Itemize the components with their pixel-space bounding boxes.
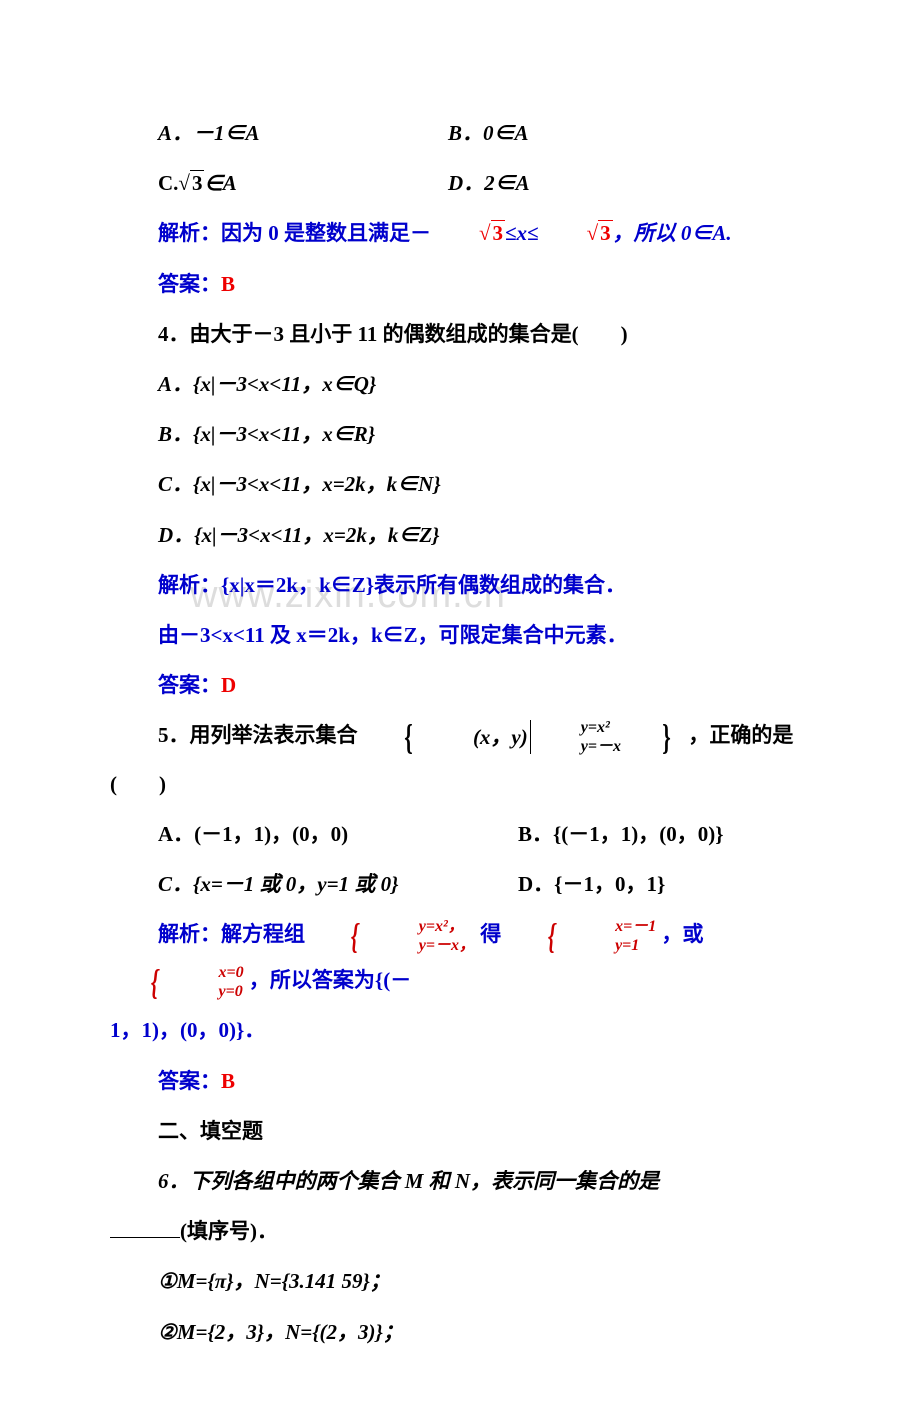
q6-stem-line2: (填序号)． (110, 1208, 810, 1254)
sqrt-icon: 3 (178, 160, 204, 206)
q5-sol2-stack: x=0 y=0 (171, 963, 244, 1001)
q5-opt-b: B．{(－1，1)，(0，0)} (518, 822, 724, 846)
q5-ans-val: B (221, 1069, 235, 1093)
sqrt-icon: 3 (539, 210, 613, 256)
q5-sol2-brace: { x=0 y=0 (110, 963, 244, 1001)
q5-expl-mid1: 得 (480, 922, 501, 946)
q5-answer: 答案：B (110, 1058, 810, 1104)
brace-left-icon: { (519, 920, 555, 952)
q4-stem: 4．由大于－3 且小于 11 的偶数组成的集合是( ) (110, 311, 810, 357)
q5-sys-brace: { y=x²， y=－x， (310, 917, 475, 955)
q5-stem: 5．用列举法表示集合 { (x，y) y=x² y=－x } ，正确的是( ) (110, 712, 810, 806)
q3-opt-c-suffix: ∈A (204, 171, 236, 195)
q5-set-xy: (x，y) (425, 714, 528, 760)
vertical-bar-icon (530, 720, 531, 754)
q5-opt-a: A．(－1，1)，(0，0) (158, 822, 348, 846)
q3-ans-val: B (221, 272, 235, 296)
q5-sys-bot: y=－x， (371, 936, 475, 955)
q3-options-row1: A．－1∈A B．0∈A (110, 110, 810, 156)
q6-stem-line1: 6．下列各组中的两个集合 M 和 N，表示同一集合的是 (110, 1158, 810, 1204)
q5-cond-top: y=x² (533, 718, 621, 737)
q5-opt-c: C．{x=－1 或 0，y=1 或 0} (158, 872, 398, 896)
q3-opt-c-prefix: C. (158, 171, 178, 195)
q5-sol1-top: x=－1 (567, 917, 656, 936)
q3-expl-sqrt1: 3 (491, 220, 506, 245)
q5-explanation-2: 1，1)，(0，0)}． (110, 1007, 810, 1053)
q4-opt-c: C．{x|－3<x<11，x=2k，k∈N} (110, 461, 810, 507)
q4-expl2: 由－3<x<11 及 x＝2k，k∈Z，可限定集合中元素． (158, 623, 628, 647)
q5-options-row1: A．(－1，1)，(0，0) B．{(－1，1)，(0，0)} (110, 811, 810, 857)
q4-answer: 答案：D (110, 662, 810, 708)
q3-opt-b: B．0∈A (448, 121, 529, 145)
q5-options-row2: C．{x=－1 或 0，y=1 或 0} D．{－1，0，1} (110, 861, 810, 907)
q5-sol1-bot: y=1 (567, 936, 656, 955)
brace-left-icon: { (322, 920, 358, 952)
q4-ans-val: D (221, 673, 236, 697)
q6-item-2: ②M={2，3}，N={(2，3)}； (110, 1309, 810, 1355)
q3-options-row2: C. 3∈A D．2∈A (110, 160, 810, 206)
q5-sys-top: y=x²， (371, 917, 475, 936)
q5-stem-pre: 5．用列举法表示集合 (158, 723, 358, 747)
section-2-title: 二、填空题 (110, 1108, 810, 1154)
q4-opt-d: D．{x|－3<x<11，x=2k，k∈Z} (110, 512, 810, 558)
q3-opt-c-sqrt: 3 (190, 170, 205, 195)
q3-answer: 答案：B (110, 261, 810, 307)
brace-left-icon: { (122, 966, 158, 998)
q4-ans-label: 答案： (158, 673, 221, 697)
q4-explanation-2: 由－3<x<11 及 x＝2k，k∈Z，可限定集合中元素． (110, 612, 810, 658)
q5-sol1-stack: x=－1 y=1 (567, 917, 656, 955)
q5-ans-label: 答案： (158, 1069, 221, 1093)
q3-expl-mid: ≤x≤ (505, 221, 539, 245)
document-body: A．－1∈A B．0∈A C.3∈A D．2∈A 解析：因为 0 是整数且满足－… (110, 110, 810, 1355)
q5-expl-pre: 解析：解方程组 (158, 922, 305, 946)
fill-blank (110, 1217, 180, 1238)
q5-expl-post: ，所以答案为{(－ (249, 968, 411, 992)
q5-sys-stack: y=x²， y=－x， (371, 917, 475, 955)
brace-left-icon: { (375, 721, 412, 753)
q4-explanation-1: 解析：{x|x＝2k，k∈Z}表示所有偶数组成的集合． (110, 562, 810, 608)
q3-expl-prefix: 解析：因为 0 是整数且满足－ (158, 221, 431, 245)
q5-expl-mid2: ，或 (661, 922, 703, 946)
q4-opt-a: A．{x|－3<x<11，x∈Q} (110, 361, 810, 407)
q6-stem-post: (填序号)． (180, 1219, 278, 1243)
q4-expl1: 解析：{x|x＝2k，k∈Z}表示所有偶数组成的集合． (158, 573, 626, 597)
brace-right-icon: } (633, 721, 670, 753)
q4-opt-b: B．{x|－3<x<11，x∈R} (110, 411, 810, 457)
q5-explanation-1: 解析：解方程组 { y=x²， y=－x， 得 { x=－1 y=1 ，或 { … (110, 911, 810, 1003)
q3-ans-label: 答案： (158, 272, 221, 296)
q3-opt-d: D．2∈A (448, 171, 530, 195)
q5-cond-stack: y=x² y=－x (533, 718, 621, 756)
q3-explanation: 解析：因为 0 是整数且满足－3≤x≤3，所以 0∈A. (110, 210, 810, 256)
q5-opt-d: D．{－1，0，1} (518, 872, 665, 896)
q5-sol1-brace: { x=－1 y=1 (507, 917, 657, 955)
q5-set-brace: { (x，y) y=x² y=－x } (363, 714, 683, 760)
sqrt-icon: 3 (431, 210, 505, 256)
q5-sol2-top: x=0 (171, 963, 244, 982)
q5-expl-line2: 1，1)，(0，0)}． (110, 1018, 265, 1042)
q3-opt-a: A．－1∈A (158, 121, 260, 145)
q5-sol2-bot: y=0 (171, 982, 244, 1001)
q3-expl-sqrt2: 3 (598, 220, 613, 245)
q5-cond-bot: y=－x (533, 737, 621, 756)
q3-expl-suffix: ，所以 0∈A. (613, 221, 732, 245)
q6-item-1: ①M={π}，N={3.141 59}； (110, 1258, 810, 1304)
